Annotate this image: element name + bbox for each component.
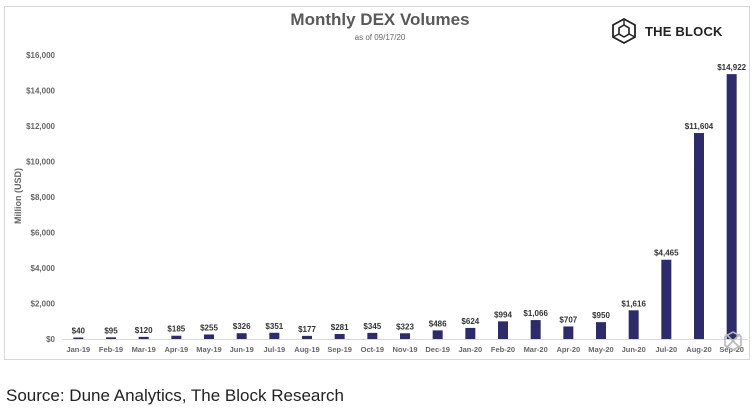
bar-Jun-19 [236, 333, 247, 339]
y-tick-label: $12,000 [26, 122, 55, 131]
bar-Aug-19 [302, 335, 312, 339]
data-label: $4,465 [654, 249, 679, 258]
data-label: $255 [200, 323, 218, 332]
chart-subtitle: as of 09/17/20 [354, 33, 406, 42]
data-label: $707 [559, 315, 577, 324]
x-tick-label: Sep-19 [327, 345, 352, 354]
source-caption: Source: Dune Analytics, The Block Resear… [6, 386, 344, 405]
data-label: $351 [265, 322, 283, 331]
chart-title: Monthly DEX Volumes [290, 10, 470, 29]
bar-Jan-19 [73, 337, 84, 339]
x-tick-label: Jan-19 [66, 345, 90, 354]
bar-Mar-19 [138, 336, 149, 339]
x-tick-label: Feb-19 [99, 345, 123, 354]
bar-chart: $0 $2,000 $4,000 $6,000 $8,000 $10,000 $12,000… [26, 51, 748, 354]
chart-frame [4, 6, 750, 360]
data-label: $177 [298, 325, 316, 334]
bar-Aug-20 [694, 133, 704, 339]
bar-Oct-19 [367, 332, 378, 339]
bar-Apr-19 [171, 335, 182, 339]
data-label: $14,922 [717, 63, 746, 72]
x-tick-label: Oct-19 [361, 345, 384, 354]
bar-Mar-20 [530, 320, 541, 339]
x-tick-label: May-20 [588, 345, 613, 354]
bar-Feb-19 [106, 337, 116, 339]
y-tick-label: $14,000 [26, 87, 55, 96]
bar-Jul-20 [661, 259, 672, 339]
data-label: $281 [331, 323, 349, 332]
x-tick-label: Jun-19 [230, 345, 254, 354]
bar-Jan-20 [465, 327, 476, 339]
y-tick-label: $6,000 [31, 229, 56, 238]
y-tick-label: $4,000 [31, 264, 56, 273]
data-label: $1,616 [621, 299, 646, 308]
x-tick-label: Jan-20 [458, 345, 482, 354]
bar-Dec-19 [432, 330, 443, 339]
x-tick-label: May-19 [196, 345, 221, 354]
bar-Sep-19 [334, 334, 345, 339]
data-label: $40 [72, 327, 86, 336]
x-tick-label: Jul-19 [263, 345, 285, 354]
data-label: $345 [363, 322, 381, 331]
watermark-cube-icon [724, 331, 742, 351]
bar-Jun-20 [628, 310, 639, 339]
data-label: $326 [233, 322, 251, 331]
y-tick-label: $8,000 [31, 193, 56, 202]
data-label: $120 [135, 326, 153, 335]
x-tick-label: Dec-19 [425, 345, 450, 354]
bar-May-20 [596, 322, 606, 339]
data-label: $950 [592, 311, 610, 320]
data-label: $185 [167, 325, 185, 334]
x-tick-label: Apr-20 [556, 345, 580, 354]
data-label: $11,604 [685, 122, 714, 131]
data-label: $994 [494, 310, 512, 319]
data-label: $95 [104, 326, 118, 335]
data-label: $1,066 [523, 309, 548, 318]
x-tick-label: Jun-20 [622, 345, 646, 354]
brand-logo: THE BLOCK [610, 17, 723, 45]
cube-logo-icon [612, 17, 636, 45]
y-tick-label: $2,000 [31, 300, 56, 309]
bar-Apr-20 [563, 326, 574, 339]
bar-Jul-19 [269, 332, 280, 339]
data-label: $486 [429, 319, 447, 328]
y-tick-label: $10,000 [26, 158, 55, 167]
x-tick-label: Feb-20 [491, 345, 515, 354]
x-tick-label: Mar-20 [524, 345, 548, 354]
data-label: $624 [461, 317, 479, 326]
bar-Sep-20 [726, 74, 737, 340]
x-tick-label: Jul-20 [655, 345, 677, 354]
bar-Nov-19 [400, 333, 410, 339]
x-tick-label: Aug-20 [686, 345, 711, 354]
x-tick-label: Apr-19 [164, 345, 188, 354]
brand-name: THE BLOCK [645, 23, 723, 39]
y-tick-label: $0 [46, 335, 55, 344]
x-tick-label: Nov-19 [392, 345, 417, 354]
x-tick-label: Aug-19 [294, 345, 319, 354]
bar-May-19 [204, 334, 214, 339]
bar-Feb-20 [498, 321, 508, 339]
y-tick-label: $16,000 [26, 51, 55, 60]
data-label: $323 [396, 322, 414, 331]
x-tick-label: Mar-19 [132, 345, 156, 354]
